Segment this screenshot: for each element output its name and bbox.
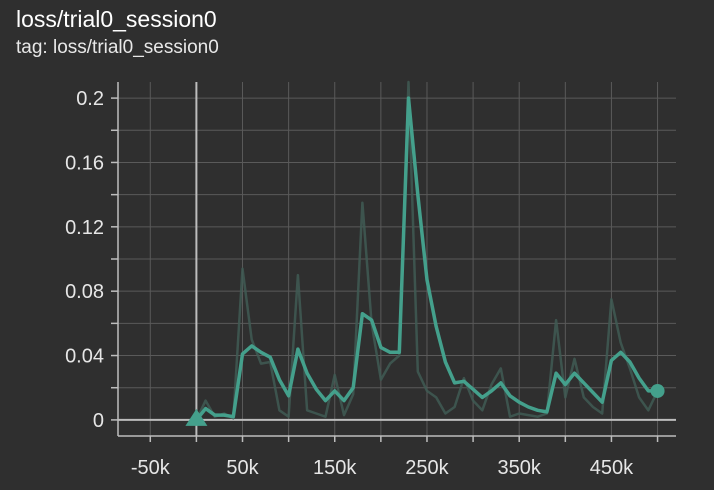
start-marker-triangle [185,408,208,426]
x-tick-label: 450k [590,457,634,479]
axes [111,82,676,442]
x-tick-label: 350k [498,457,542,479]
x-tick-label: -50k [131,457,171,479]
markers [185,383,665,426]
y-tick-label: 0.16 [65,152,104,174]
y-tick-label: 0.12 [65,217,104,239]
grid [118,82,676,436]
y-tick-label: 0.08 [65,281,104,303]
card-tag: tag: loss/trial0_session0 [16,37,219,58]
smoothed-series-line[interactable] [194,96,660,422]
x-tick-label: 50k [226,457,259,479]
tick-labels: 0 0.04 0.08 0.12 0.16 0.2 -50k 50k 150k 250k 350k 4… [65,88,634,479]
y-tick-label: 0.04 [65,346,104,368]
x-tick-label: 250k [405,457,449,479]
raw-series-line[interactable] [195,80,659,422]
card-title: loss/trial0_session0 [16,6,217,32]
y-tick-label: 0 [93,410,104,432]
x-tick-label: 150k [313,457,357,479]
series[interactable] [194,80,660,422]
y-tick-label: 0.2 [76,88,104,110]
end-marker-circle [650,383,665,398]
